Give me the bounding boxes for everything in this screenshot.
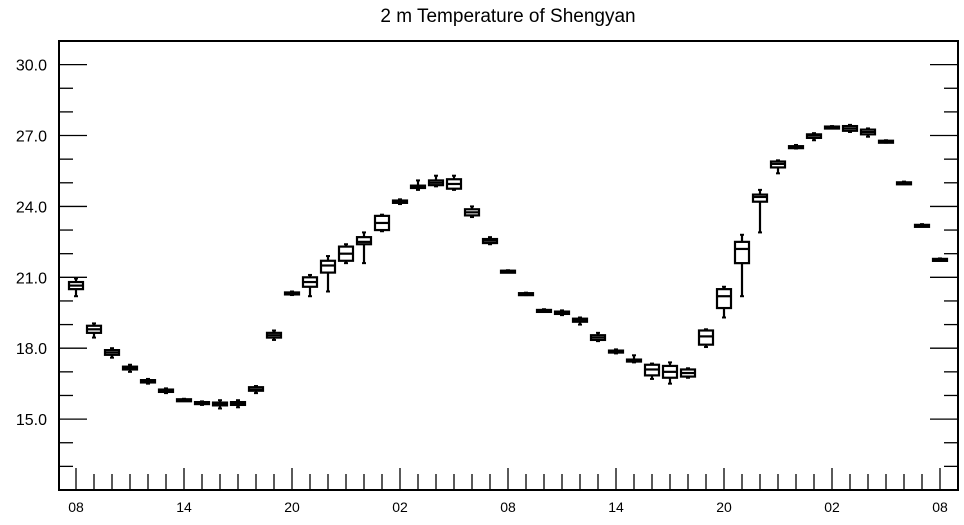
box-body xyxy=(697,329,715,346)
box-mark xyxy=(67,277,85,298)
box-mark xyxy=(841,123,859,133)
box-body xyxy=(751,193,769,203)
box-mark xyxy=(859,127,877,138)
box-mark xyxy=(715,285,733,319)
box-mark xyxy=(409,179,427,191)
box-mark xyxy=(139,377,157,385)
box-mark xyxy=(877,139,895,144)
box-mark xyxy=(913,223,931,228)
box-mark xyxy=(589,331,607,343)
box-mark xyxy=(661,361,679,385)
box-body xyxy=(715,288,733,310)
x-tick-label: 20 xyxy=(716,499,732,515)
x-tick-label: 14 xyxy=(176,499,192,515)
box-mark xyxy=(157,387,175,395)
box-mark xyxy=(319,255,337,293)
chart-title: 2 m Temperature of Shengyan xyxy=(380,6,635,27)
box-mark xyxy=(85,322,103,339)
x-tick-label: 08 xyxy=(500,499,516,515)
box-mark xyxy=(787,143,805,150)
x-tick-label: 08 xyxy=(932,499,948,515)
box-mark xyxy=(805,132,823,142)
box-mark xyxy=(607,348,625,355)
y-tick-label: 15.0 xyxy=(16,412,47,429)
box-mark xyxy=(373,213,391,233)
box-mark xyxy=(535,308,553,314)
box-mark xyxy=(427,174,445,188)
box-mark xyxy=(769,159,787,175)
box-mark xyxy=(121,363,139,373)
x-tick-label: 02 xyxy=(824,499,840,515)
box-mark xyxy=(355,231,373,265)
box-mark xyxy=(643,362,661,380)
x-tick-label: 20 xyxy=(284,499,300,515)
box-mark xyxy=(697,328,715,349)
box-mark xyxy=(481,236,499,246)
box-mark xyxy=(571,316,589,326)
x-tick-label: 14 xyxy=(608,499,624,515)
box-mark xyxy=(895,180,913,186)
y-tick-label: 24.0 xyxy=(16,199,47,216)
y-tick-label: 27.0 xyxy=(16,129,47,146)
box-body xyxy=(355,236,373,246)
box-mark xyxy=(175,397,193,403)
y-tick-label: 21.0 xyxy=(16,270,47,287)
x-axis: 08 14 20 02 08 14 20 02 08 xyxy=(68,468,948,515)
box-mark xyxy=(301,273,319,298)
box-mark xyxy=(391,198,409,206)
box-mark xyxy=(211,399,229,410)
box-mark xyxy=(553,309,571,317)
box-body xyxy=(319,259,337,274)
box-body xyxy=(733,240,751,265)
y-tick-label: 30.0 xyxy=(16,58,47,75)
box-mark xyxy=(931,257,949,262)
y-axis: 15.0 18.0 21.0 24.0 27.0 30.0 xyxy=(16,40,958,491)
box-mark xyxy=(751,188,769,234)
box-mark xyxy=(193,400,211,406)
box-mark xyxy=(733,233,751,298)
box-mark xyxy=(283,290,301,297)
box-mark xyxy=(463,205,481,219)
box-mark xyxy=(625,354,643,364)
plot-frame xyxy=(58,40,959,491)
y-tick-label: 18.0 xyxy=(16,341,47,358)
box-mark xyxy=(337,243,355,265)
box-mark xyxy=(679,367,697,379)
box-mark xyxy=(445,174,463,191)
box-mark xyxy=(823,125,841,130)
boxes xyxy=(67,123,949,410)
box-mark xyxy=(247,385,265,395)
x-tick-label: 08 xyxy=(68,499,84,515)
box-mark xyxy=(517,291,535,297)
box-mark xyxy=(229,399,247,409)
x-tick-label: 02 xyxy=(392,499,408,515)
box-mark xyxy=(265,329,283,341)
box-mark xyxy=(499,269,517,274)
box-mark xyxy=(103,347,121,359)
